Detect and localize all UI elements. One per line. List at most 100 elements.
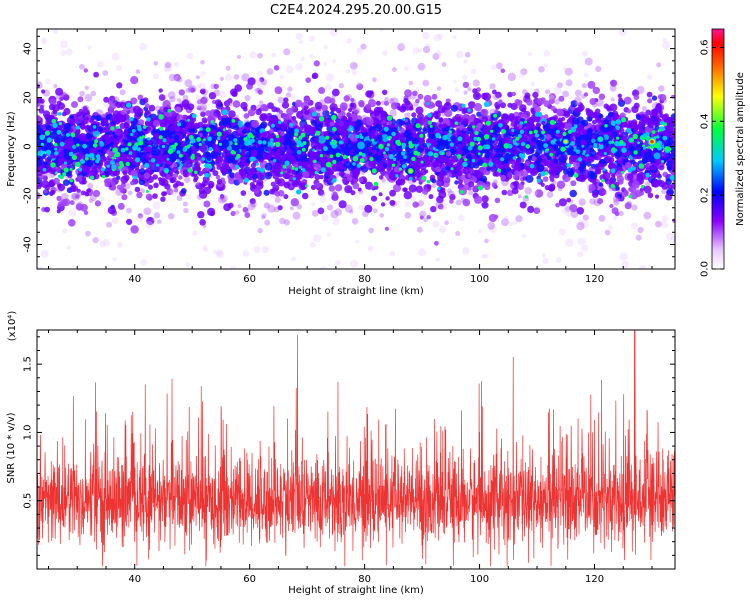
spectrogram-cell (554, 152, 560, 158)
spectrogram-cell (444, 177, 451, 183)
spectrogram-cell (261, 113, 268, 120)
spectrogram-cell (244, 121, 251, 128)
spectrogram-cell (86, 140, 94, 148)
spectrogram-cell (354, 126, 360, 132)
spectrogram-cell (303, 124, 312, 133)
spectrogram-cell (562, 90, 569, 98)
spectrogram-cell (94, 200, 101, 207)
spectrogram-cell (124, 183, 131, 190)
spectrogram-cell (182, 94, 189, 101)
spectrogram-cell (52, 109, 57, 115)
spectrogram-cell (596, 198, 604, 205)
spectrogram-cell (153, 182, 159, 189)
spectrogram-cell (183, 207, 189, 214)
spectrogram-cell (604, 279, 609, 284)
spectrogram-cell (459, 124, 464, 130)
spectrogram-cell (277, 205, 283, 211)
spectrogram-cell (367, 151, 373, 157)
spectrogram-cell (329, 121, 335, 127)
spectrogram-cell (598, 214, 606, 222)
spectrogram-cell (455, 199, 462, 206)
spectrogram-cell (480, 109, 487, 116)
spectrogram-cell (315, 123, 323, 131)
spectrogram-cell (283, 48, 291, 56)
spectrogram-cell (277, 96, 285, 104)
spectrogram-cell (271, 181, 277, 187)
spectrogram-cell (264, 162, 273, 171)
spectrogram-cell (220, 164, 228, 172)
spectrogram-cell (533, 207, 541, 214)
spectrogram-cell (346, 38, 352, 44)
spectrogram-cell (92, 237, 99, 244)
spectrogram-cell (437, 105, 446, 114)
spectrogram-cell (372, 77, 377, 83)
spectrogram-cell (442, 123, 447, 128)
spectrogram-cell (618, 210, 624, 216)
spectrogram-cell (605, 105, 611, 110)
spectrogram-cell (136, 191, 143, 199)
spectrogram-cell (318, 99, 327, 107)
spectrogram-cell (574, 140, 581, 147)
spectrogram-cell (210, 112, 218, 120)
spectrogram-cell (212, 131, 217, 136)
spectrogram-cell (517, 194, 522, 199)
spectrogram-cell (389, 199, 396, 206)
spectrogram-cell (548, 166, 558, 175)
spectrogram-cell (71, 101, 78, 108)
spectrogram-cell (574, 96, 582, 104)
spectrogram-cell (602, 190, 608, 196)
spectrogram-cell (558, 198, 568, 207)
spectrogram-cell (42, 153, 47, 158)
spectrogram-cell (227, 133, 235, 141)
spectrogram-cell (495, 105, 500, 110)
spectrogram-cell (548, 94, 555, 100)
spectrogram-cell (500, 68, 506, 74)
spectrogram-cell (243, 113, 250, 119)
spectrogram-cell (636, 142, 644, 151)
spectrogram-cell (169, 96, 176, 103)
spectrogram-cell (373, 208, 378, 214)
spectrogram-cell (304, 109, 310, 116)
spectrogram-cell (254, 189, 259, 194)
spectrogram-cell (326, 204, 334, 211)
spectrogram-cell (521, 107, 526, 113)
spectrogram-cell (247, 202, 256, 211)
spectrogram-cell (203, 200, 211, 208)
spectrogram-cell (457, 179, 463, 185)
spectrogram-cell (257, 146, 262, 151)
spectrogram-cell (574, 107, 581, 113)
spectrogram-cell (41, 124, 47, 129)
spectrogram-cell (119, 153, 128, 162)
spectrogram-cell (638, 265, 647, 269)
spectrogram-cell (617, 93, 622, 99)
spectrogram-cell (202, 245, 208, 250)
spectrogram-cell (65, 138, 74, 147)
spectrogram-cell (317, 135, 326, 144)
spectrogram-cell (198, 82, 206, 90)
spectrogram-cell (613, 216, 617, 220)
spectrogram-cell (517, 183, 524, 190)
spectrogram-cell (37, 176, 41, 183)
spectrogram-cell (296, 203, 303, 210)
spectrogram-cell (87, 182, 94, 189)
spectrogram-cell (467, 87, 472, 92)
spectrogram-cell (658, 180, 666, 188)
spectrogram-cell (146, 216, 155, 226)
spectrogram-cell (587, 170, 595, 178)
spectrogram-cell (371, 146, 376, 151)
spectrogram-cell (42, 175, 48, 181)
spectrogram-cell (341, 177, 347, 184)
spectrogram-cell (492, 93, 500, 100)
spectrogram-cell (390, 102, 399, 110)
spectrogram-cell (299, 121, 305, 128)
spectrogram-cell (582, 214, 589, 221)
spectrogram-cell (295, 32, 303, 41)
spectrogram-cell (173, 134, 180, 141)
spectrogram-cell (310, 140, 319, 149)
spectrogram-cell (107, 206, 116, 215)
spectrogram-cell (380, 202, 386, 207)
spectrogram-cell (572, 117, 580, 125)
spectrogram-cell (534, 105, 541, 113)
spectrogram-cell (408, 80, 414, 86)
spectrogram-cell (510, 181, 519, 190)
